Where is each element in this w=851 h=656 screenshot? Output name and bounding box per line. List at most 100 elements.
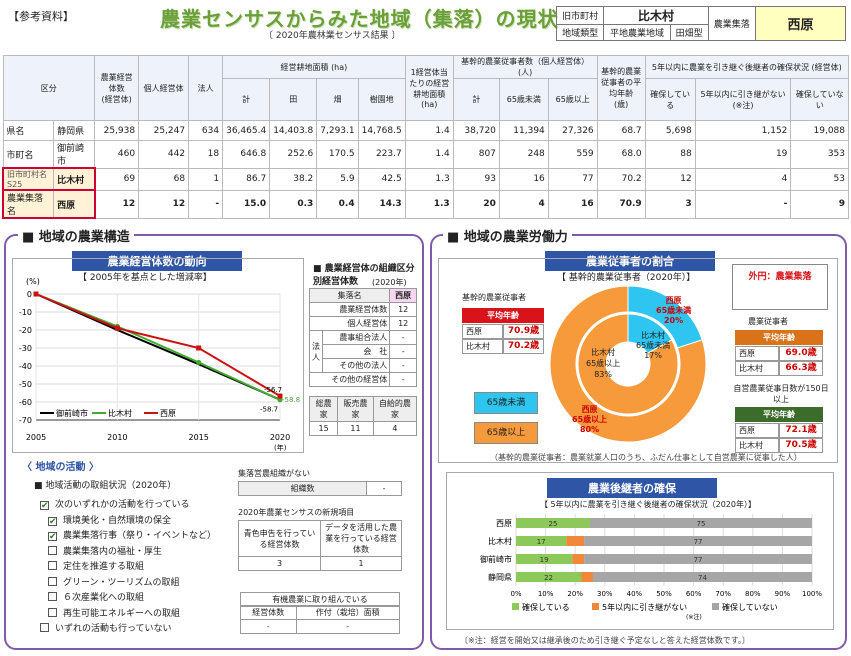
table-cell: -: [188, 189, 224, 219]
header-core-group: 基幹的農業従事者数（個人経営体）: [461, 57, 590, 66]
header-core-unit: (人): [518, 68, 533, 77]
table-cell: 25,247: [138, 120, 190, 141]
table-cell: 70.2: [596, 167, 646, 191]
row-name: 西原: [53, 189, 96, 219]
sales-header: 総農家: [308, 396, 339, 422]
left-panel: [4, 234, 424, 650]
activity-checkbox[interactable]: [48, 607, 57, 617]
table-cell: 252.6: [269, 140, 318, 169]
org-row-value: 12: [389, 316, 417, 331]
activity-checkbox[interactable]: [40, 623, 49, 632]
activity-checkbox[interactable]: ✔: [48, 532, 57, 542]
bar-label: 19: [540, 556, 549, 564]
activity-subtitle: ■ 地域活動の取組状況（2020年）: [34, 481, 177, 491]
table-cell: 53: [790, 167, 849, 191]
activity-checkbox[interactable]: [48, 561, 57, 570]
new-h2: データを活用した農業を行っている経営体数: [320, 520, 402, 557]
sales-value: 4: [372, 421, 418, 436]
age-row-value: 69.0歳: [779, 346, 823, 361]
org-header-b: 西原: [389, 288, 417, 303]
organic-table: 経営体数 作付（栽培）面積 --: [240, 605, 400, 634]
old-town-label: 旧市町村: [555, 6, 605, 25]
activity-item: ✔ 農業集落行事（祭り・イベントなど）: [48, 528, 217, 542]
table-cell: 460: [94, 140, 140, 169]
x-tick-label: 2015: [188, 433, 208, 442]
activity-item: 定住を推進する取組: [48, 559, 144, 572]
table-cell: 86.7: [222, 167, 271, 191]
bar-frame: [446, 472, 834, 630]
table-cell: 77: [547, 167, 598, 191]
bar-title: 農業後継者の確保: [547, 478, 717, 498]
row-name: 比木村: [53, 167, 96, 191]
area-label: 農業集落: [707, 6, 757, 41]
header-core-o65: 65歳以上: [547, 78, 598, 121]
new-h1: 青色申告を行っている経営体数: [238, 520, 321, 557]
org-group-table: 組織数 -: [237, 481, 402, 496]
activity-checkbox[interactable]: [48, 592, 57, 601]
age-row-name: 比木村: [735, 438, 779, 453]
activity-label: 農業集落行事（祭り・イベントなど）: [63, 531, 217, 541]
activity-item: いずれの活動も行っていない: [40, 621, 172, 634]
legend-label: 比木村: [108, 408, 132, 418]
header-succ-no5-note: (※注): [732, 100, 754, 110]
header-orchard: 樹園地: [357, 78, 406, 121]
table-cell: 4: [498, 189, 549, 219]
table-cell: 42.5: [357, 167, 406, 191]
org-row-label: 農業経営体数: [308, 302, 391, 317]
x-tick-label: 90%: [775, 590, 791, 598]
end-label: -58.7: [260, 406, 278, 414]
header-succ-unit: (経営体): [811, 62, 842, 72]
x-tick-label: 100%: [802, 590, 822, 598]
age-row-name: 比木村: [462, 339, 503, 354]
table-cell: 38.2: [269, 167, 318, 191]
activity-checkbox[interactable]: [48, 576, 57, 586]
table-cell: 3: [644, 189, 696, 219]
sales-table: 総農家 販売農家 自給的農家 15 11 4: [308, 396, 418, 436]
table-cell: 69: [94, 167, 140, 191]
bar-chart: 0% 10% 20% 30% 40% 50% 60% 70% 80% 90% 100% 西原 25 75 比…: [480, 514, 822, 621]
table-cell: 19,088: [790, 120, 849, 141]
activity-title: 〈 地域の活動 〉: [22, 462, 99, 473]
line-chart-frame: [12, 258, 304, 453]
right-section-title: ■ 地域の農業労働力: [443, 226, 572, 245]
new-item-title: 2020年農業センサスの新規項目: [238, 508, 355, 517]
area-value: 西原: [755, 6, 846, 41]
region-type-label: 地域類型: [555, 24, 605, 41]
outer-u65-label: 西原 65歳未満 20%: [656, 296, 692, 325]
table-cell: 25,938: [94, 120, 140, 141]
bar-segment: [516, 554, 573, 564]
header-paddy: 田: [269, 78, 318, 121]
table-cell: 11,394: [498, 120, 549, 141]
activity-checkbox[interactable]: [48, 545, 57, 555]
data-point: [114, 325, 120, 331]
activity-label: グリーン・ツーリズムの取組: [63, 577, 180, 588]
legend-o65: 65歳以上: [474, 422, 538, 444]
header-succ-no5: 5年以内に引き継がない: [700, 89, 786, 99]
activity-checkbox[interactable]: ✔: [40, 501, 49, 511]
org-row-label: 個人経営体: [308, 316, 391, 331]
x-tick-label: 60%: [686, 590, 702, 598]
org-group-label: 組織数: [237, 481, 368, 496]
age-row-name: 西原: [735, 423, 779, 438]
table-cell: 1.4: [404, 140, 454, 169]
age-row-value: 66.3歳: [779, 361, 823, 376]
x-tick-label: 2005: [26, 433, 46, 442]
header-total-unit: (経営体): [101, 94, 132, 104]
org-row-label: 会 社: [321, 344, 391, 359]
bar-segment: [584, 536, 812, 546]
x-tick-label: 20%: [567, 590, 583, 598]
pie-frame: [438, 258, 838, 463]
row-level-label: 旧市町村名 S25: [2, 167, 55, 191]
activity-checkbox[interactable]: ✔: [48, 516, 57, 527]
sales-value: 11: [337, 421, 374, 436]
table-row: 市町名 御前崎市 460 442 18 646.8 252.6 170.5 223.7 1.4 80…: [2, 140, 849, 169]
region-type-value1: 平地農業地域: [603, 24, 671, 41]
self-age-title: 平均年齢: [735, 407, 823, 422]
table-cell: 807: [452, 140, 500, 169]
sales-header: 販売農家: [337, 396, 374, 422]
new-v2: 1: [320, 556, 402, 571]
bar-segment: [584, 554, 812, 564]
table-cell: 5,698: [644, 120, 696, 141]
avg-age-title: 平均年齢: [462, 308, 544, 323]
activity-label: いずれの活動も行っていない: [55, 624, 172, 634]
